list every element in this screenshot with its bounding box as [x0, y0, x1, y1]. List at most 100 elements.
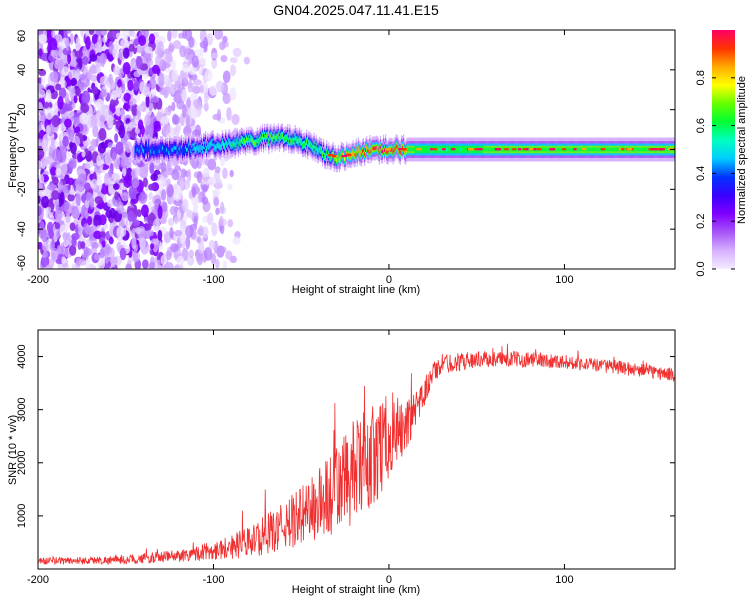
- heatmap-cell: [554, 147, 556, 152]
- heatmap-cell: [219, 216, 224, 227]
- heatmap-cell: [580, 147, 583, 152]
- heatmap-cell: [161, 201, 168, 213]
- heatmap-cell: [300, 140, 303, 144]
- heatmap-cell: [138, 193, 148, 204]
- heatmap-cell: [96, 30, 102, 36]
- heatmap-cell: [402, 148, 407, 151]
- spectrogram-x-tick-label: -100: [202, 274, 224, 286]
- heatmap-cell: [134, 149, 136, 154]
- heatmap-cell: [215, 80, 224, 93]
- heatmap-cell: [115, 32, 122, 39]
- heatmap-cell: [140, 144, 143, 149]
- heatmap-cell: [294, 135, 296, 139]
- heatmap-cell: [133, 79, 139, 91]
- heatmap-cell: [38, 205, 42, 217]
- heatmap-cell: [51, 115, 60, 128]
- heatmap-cell: [199, 84, 204, 94]
- heatmap-cell: [107, 55, 114, 62]
- heatmap-cell: [100, 88, 107, 98]
- heatmap-cell: [267, 133, 269, 138]
- heatmap-cell: [313, 142, 315, 147]
- heatmap-cell: [148, 183, 156, 191]
- heatmap-cell: [591, 147, 593, 152]
- heatmap-cell: [339, 155, 342, 160]
- heatmap-cell: [439, 147, 442, 152]
- heatmap-cell: [176, 150, 178, 155]
- heatmap-cell: [307, 145, 309, 150]
- heatmap-cell: [366, 146, 368, 150]
- heatmap-cell: [219, 145, 221, 150]
- heatmap-cell: [52, 177, 59, 186]
- heatmap-cell: [369, 145, 371, 149]
- heatmap-cell: [250, 136, 252, 140]
- heatmap-cell: [158, 72, 165, 86]
- heatmap-cell: [375, 145, 377, 150]
- heatmap-cell: [142, 177, 148, 188]
- heatmap-cell: [81, 90, 91, 105]
- heatmap-cell: [161, 189, 167, 201]
- heatmap-cell: [99, 114, 106, 123]
- heatmap-cell: [171, 59, 176, 71]
- heatmap-cell: [192, 79, 202, 86]
- heatmap-cell: [598, 147, 601, 152]
- heatmap-cell: [571, 147, 573, 152]
- heatmap-cell: [202, 183, 208, 193]
- heatmap-cell: [209, 143, 211, 148]
- heatmap-cell: [203, 36, 209, 50]
- heatmap-cell: [287, 134, 289, 138]
- heatmap-cell: [221, 140, 224, 144]
- heatmap-cell: [404, 149, 406, 154]
- heatmap-cell: [172, 148, 174, 152]
- heatmap-cell: [143, 150, 146, 155]
- heatmap-cell: [272, 136, 274, 140]
- heatmap-cell: [215, 258, 220, 269]
- heatmap-cell: [128, 30, 136, 37]
- heatmap-cell: [111, 173, 121, 182]
- heatmap-cell: [457, 147, 459, 152]
- heatmap-cell: [98, 214, 107, 226]
- heatmap-cell: [275, 135, 277, 140]
- heatmap-cell: [432, 148, 437, 151]
- heatmap-cell: [214, 30, 224, 40]
- heatmap-cell: [463, 147, 465, 152]
- heatmap-cell: [69, 188, 76, 196]
- heatmap-cell: [282, 138, 285, 143]
- heatmap-cell: [346, 151, 348, 156]
- heatmap-cell: [189, 149, 191, 154]
- heatmap-cell: [169, 145, 171, 150]
- heatmap-cell: [209, 84, 218, 96]
- heatmap-cell: [117, 79, 122, 88]
- heatmap-cell: [594, 147, 596, 152]
- heatmap-cell: [71, 205, 80, 220]
- heatmap-cell: [497, 148, 502, 151]
- heatmap-cell: [637, 147, 639, 152]
- heatmap-cell: [68, 157, 76, 169]
- heatmap-cell: [353, 153, 355, 158]
- heatmap-cell: [570, 147, 572, 152]
- heatmap-cell: [491, 147, 493, 152]
- heatmap-cell: [80, 241, 86, 249]
- heatmap-cell: [645, 147, 647, 152]
- snr-x-tick-label: -200: [27, 574, 49, 586]
- heatmap-cell: [217, 143, 219, 148]
- heatmap-cell: [43, 250, 49, 258]
- heatmap-cell: [75, 36, 81, 46]
- heatmap-cell: [467, 148, 473, 151]
- heatmap-cell: [228, 139, 230, 144]
- heatmap-cell: [132, 219, 141, 227]
- heatmap-cell: [260, 138, 263, 142]
- heatmap-cell: [75, 193, 81, 207]
- heatmap-cell: [590, 147, 592, 152]
- heatmap-cell: [148, 192, 153, 200]
- heatmap-cell: [137, 149, 139, 153]
- heatmap-cell: [57, 60, 63, 73]
- heatmap-cell: [87, 216, 93, 226]
- heatmap-cell: [262, 138, 265, 143]
- heatmap-cell: [67, 193, 75, 202]
- heatmap-cell: [277, 133, 279, 137]
- heatmap-cell: [58, 148, 67, 163]
- heatmap-cell: [329, 155, 331, 160]
- heatmap-cell: [680, 148, 685, 150]
- heatmap-cell: [159, 217, 167, 224]
- heatmap-cell: [573, 148, 577, 151]
